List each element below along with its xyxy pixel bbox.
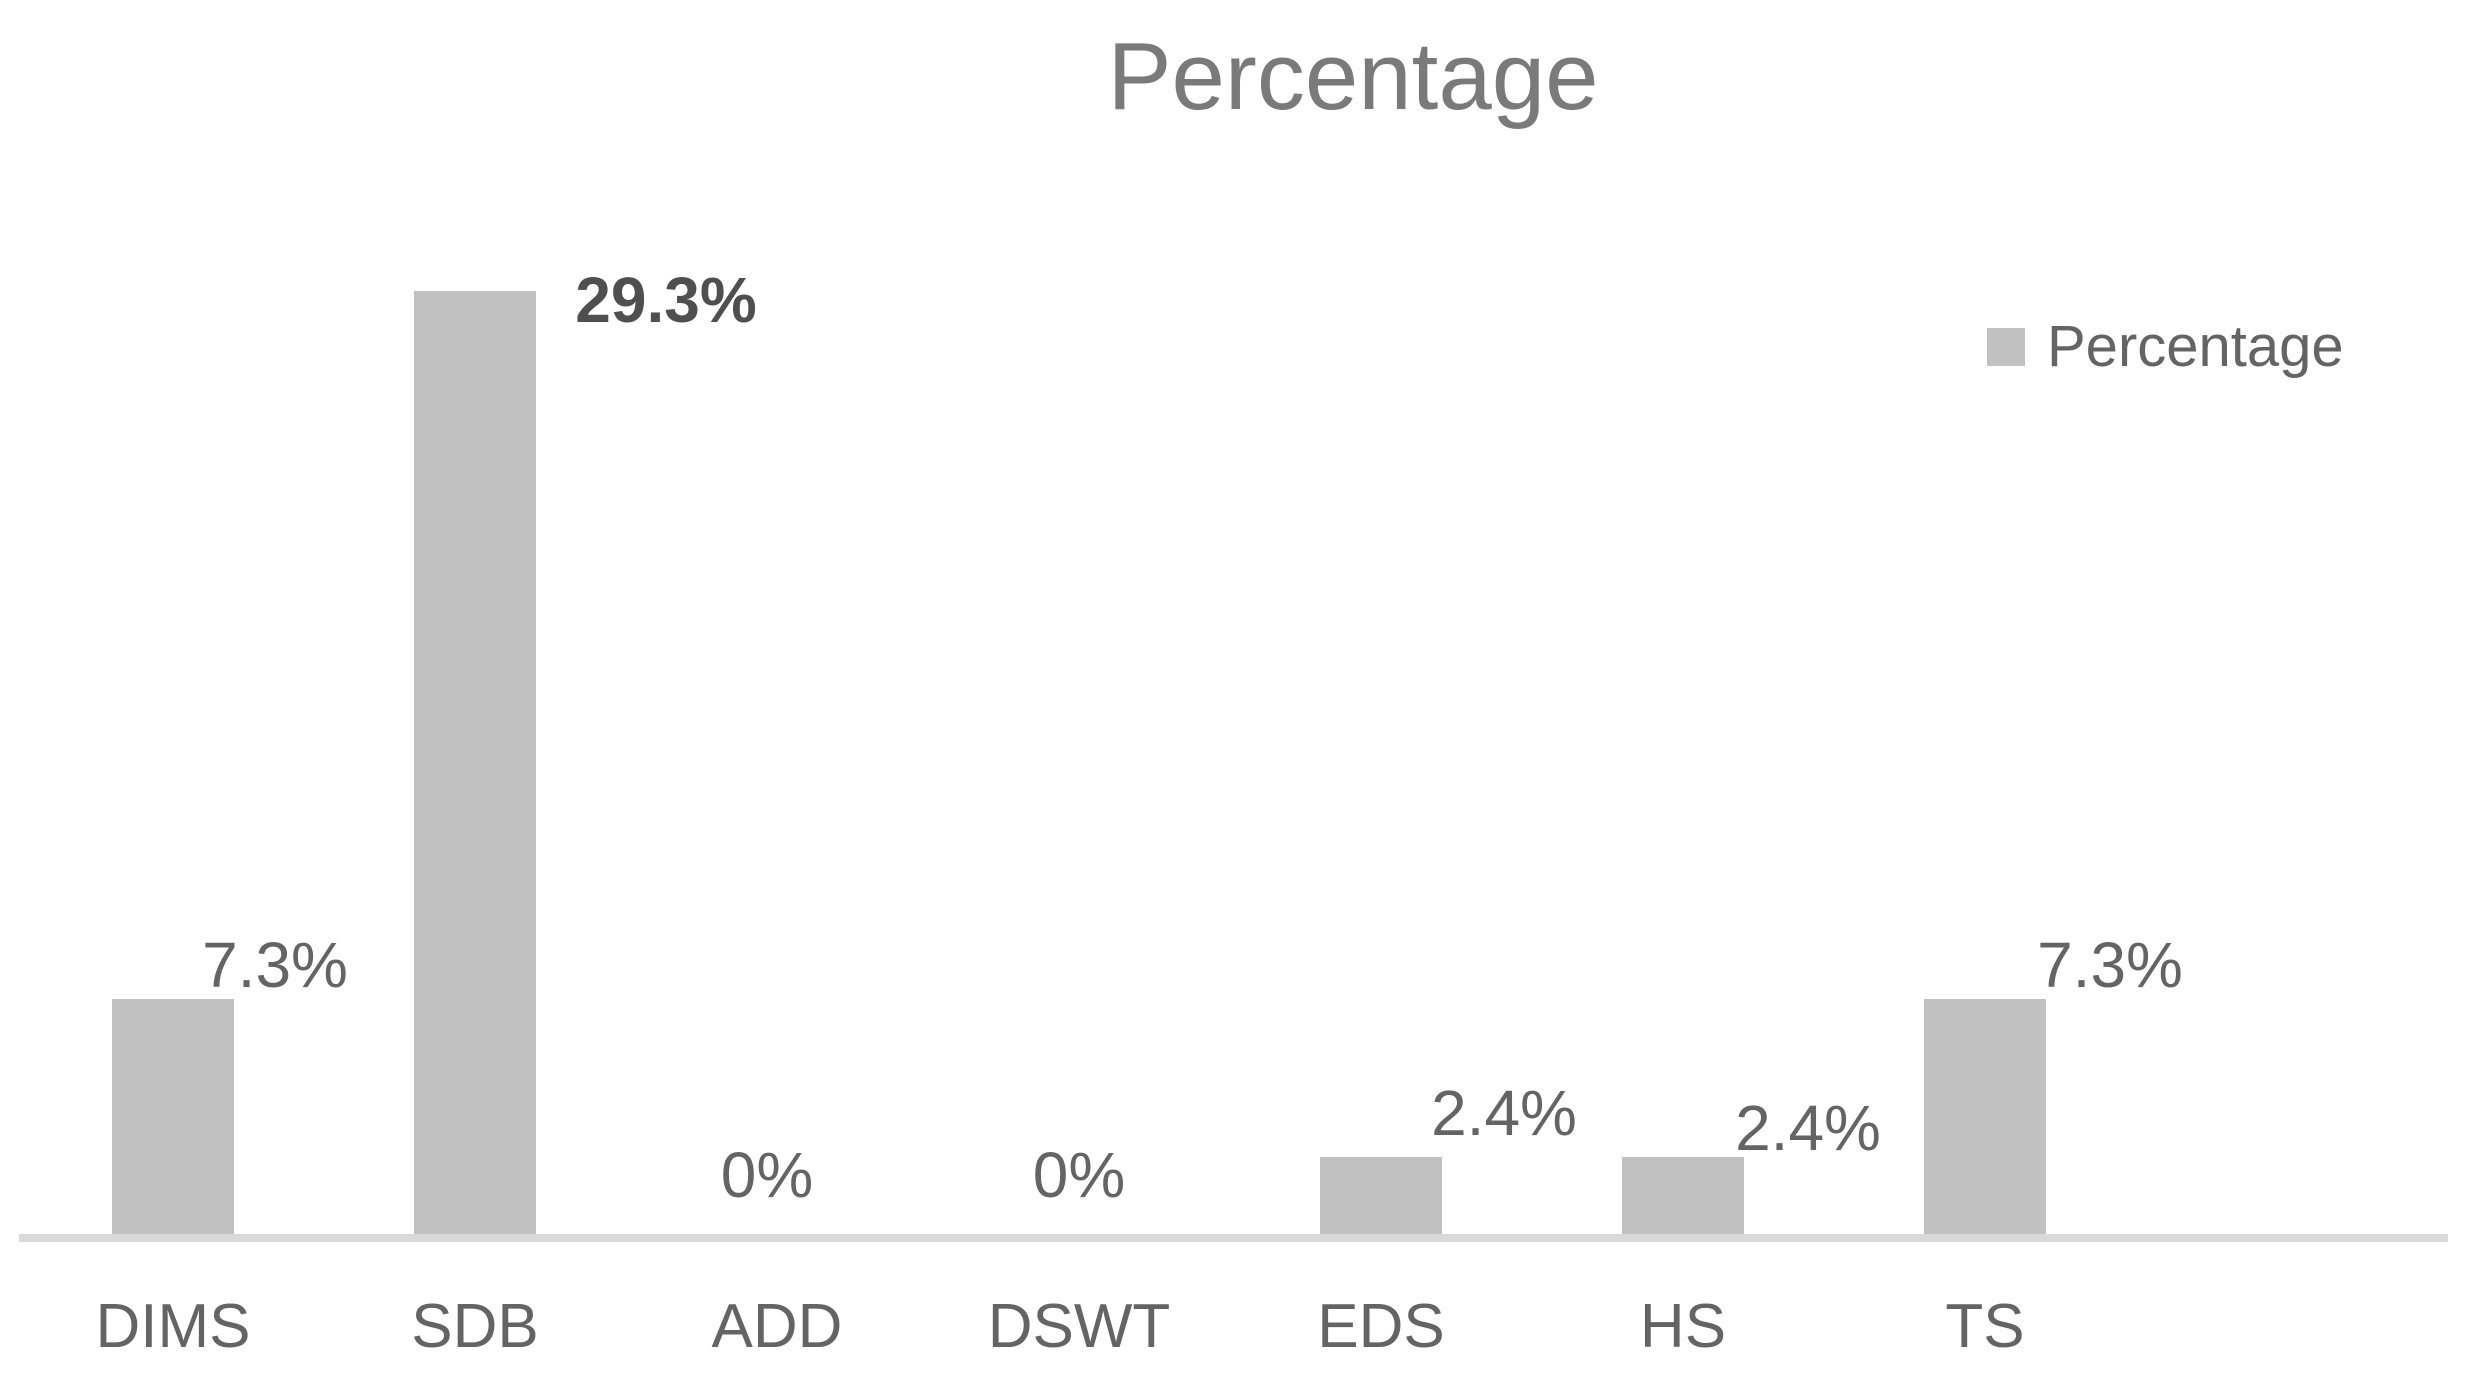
x-axis-label-ts: TS — [1945, 1292, 2025, 1361]
value-label-add: 0% — [720, 1139, 814, 1211]
x-axis-label-dims: DIMS — [95, 1292, 251, 1361]
bar-hs — [1622, 1157, 1744, 1234]
value-label-eds: 2.4% — [1431, 1077, 1577, 1149]
bar-dims — [112, 999, 234, 1234]
bar-sdb — [414, 291, 536, 1234]
bar-ts — [1924, 999, 2046, 1234]
x-axis-label-eds: EDS — [1317, 1292, 1445, 1361]
x-axis-label-dswt: DSWT — [987, 1292, 1171, 1361]
chart-title: Percentage — [1107, 23, 1599, 130]
value-label-dswt: 0% — [1032, 1139, 1126, 1211]
value-label-sdb: 29.3% — [575, 264, 757, 336]
bar-eds — [1320, 1157, 1442, 1234]
legend: Percentage — [1987, 318, 2344, 376]
x-axis-label-sdb: SDB — [411, 1292, 539, 1361]
legend-label: Percentage — [2047, 314, 2344, 379]
value-label-hs: 2.4% — [1735, 1092, 1881, 1164]
x-axis-line — [19, 1234, 2448, 1242]
legend-swatch-icon — [1987, 328, 2025, 366]
value-label-ts: 7.3% — [2037, 929, 2183, 1001]
x-axis-label-hs: HS — [1639, 1292, 1727, 1361]
value-label-dims: 7.3% — [202, 929, 348, 1001]
x-axis-label-add: ADD — [711, 1292, 843, 1361]
